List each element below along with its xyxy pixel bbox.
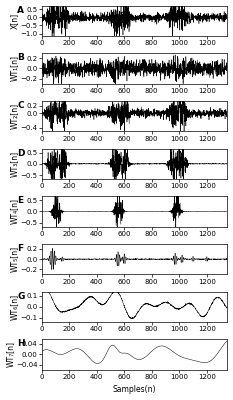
Y-axis label: WT₂[n]: WT₂[n] xyxy=(10,103,19,129)
Y-axis label: WT₄[n]: WT₄[n] xyxy=(10,198,19,224)
Text: G: G xyxy=(17,292,25,300)
Y-axis label: WT₆[n]: WT₆[n] xyxy=(10,294,19,320)
Text: E: E xyxy=(17,196,24,205)
Text: H: H xyxy=(17,339,25,348)
Text: B: B xyxy=(17,53,24,62)
Y-axis label: WT₃[n]: WT₃[n] xyxy=(10,151,19,177)
Text: D: D xyxy=(17,148,25,158)
Text: C: C xyxy=(17,101,24,110)
Y-axis label: WT₇[n]: WT₇[n] xyxy=(6,342,14,368)
Y-axis label: WT₁[n]: WT₁[n] xyxy=(10,56,19,82)
Y-axis label: WT₅[n]: WT₅[n] xyxy=(10,246,19,272)
Y-axis label: X[n]: X[n] xyxy=(10,13,19,29)
Text: F: F xyxy=(17,244,24,253)
X-axis label: Samples(n): Samples(n) xyxy=(113,386,156,394)
Text: A: A xyxy=(17,6,24,14)
